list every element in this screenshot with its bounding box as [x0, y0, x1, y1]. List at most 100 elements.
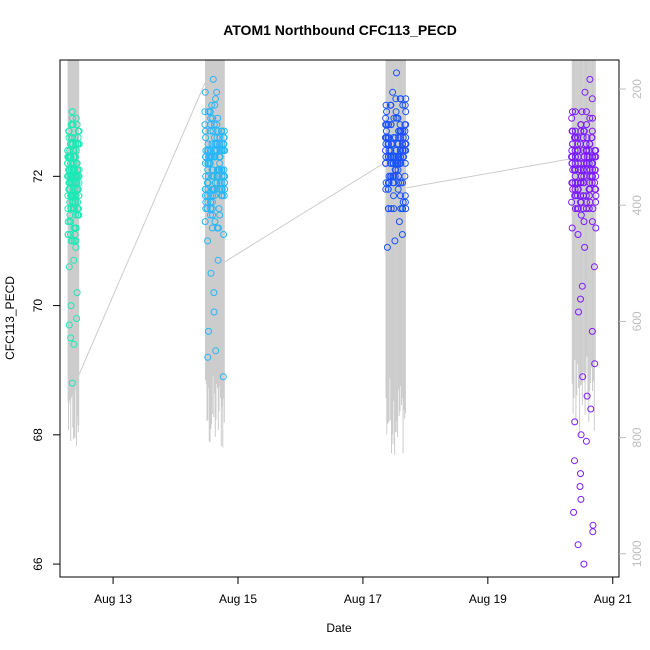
- data-point: [67, 334, 75, 342]
- data-point: [575, 166, 582, 174]
- data-point: [213, 121, 221, 129]
- data-point: [583, 134, 591, 142]
- data-point: [574, 231, 582, 238]
- data-point: [583, 392, 591, 400]
- data-point: [71, 224, 79, 232]
- data-point: [574, 134, 582, 142]
- x-tick-label: Aug 15: [219, 592, 257, 606]
- data-point: [569, 108, 576, 116]
- data-point: [390, 114, 398, 122]
- data-point: [569, 127, 577, 135]
- data-point: [393, 69, 400, 77]
- plot-area: [64, 60, 600, 568]
- data-point: [392, 108, 400, 116]
- data-point: [395, 218, 403, 226]
- data-point: [210, 289, 218, 297]
- data-point: [385, 205, 392, 213]
- data-point: [579, 166, 587, 174]
- data-point: [208, 140, 216, 148]
- data-point: [396, 147, 404, 154]
- data-point: [214, 256, 222, 264]
- data-point: [382, 179, 390, 187]
- data-point: [217, 127, 225, 135]
- data-point: [220, 127, 228, 135]
- data-point: [579, 134, 587, 142]
- data-point: [202, 172, 210, 180]
- data-point: [382, 185, 390, 193]
- data-point: [384, 134, 392, 142]
- data-point: [590, 263, 598, 271]
- data-point: [204, 172, 212, 180]
- data-point: [397, 95, 405, 103]
- data-point: [581, 243, 589, 251]
- data-point: [569, 179, 577, 187]
- data-point: [73, 289, 81, 297]
- data-point: [208, 153, 216, 161]
- data-point: [70, 166, 78, 174]
- data-point: [402, 108, 410, 116]
- data-point: [568, 224, 576, 232]
- data-point: [395, 127, 403, 135]
- x-axis-label: Date: [326, 621, 352, 635]
- data-point: [210, 121, 218, 129]
- altitude-connector-line: [222, 164, 382, 264]
- data-point: [65, 127, 73, 135]
- y-tick-label: 72: [31, 169, 45, 183]
- data-point: [577, 431, 585, 439]
- data-point: [207, 198, 214, 206]
- data-point: [578, 108, 586, 116]
- data-point: [389, 88, 397, 96]
- data-point: [208, 198, 216, 206]
- data-point: [394, 140, 402, 148]
- y-tick-label: 70: [31, 299, 45, 313]
- data-point: [71, 134, 79, 142]
- x-tick-label: Aug 17: [344, 592, 382, 606]
- data-point: [399, 153, 407, 161]
- data-point: [390, 172, 398, 180]
- data-point: [204, 179, 212, 187]
- data-point: [401, 172, 409, 180]
- data-point: [586, 198, 594, 206]
- data-point: [221, 172, 229, 180]
- x-tick-label: Aug 19: [469, 592, 507, 606]
- data-point: [201, 127, 209, 135]
- data-point: [401, 192, 409, 200]
- data-point: [385, 172, 393, 180]
- x-axis: Aug 13 Aug 15 Aug 17 Aug 19 Aug 21: [94, 577, 632, 606]
- data-point: [588, 218, 596, 226]
- data-point: [592, 224, 600, 232]
- data-point: [216, 153, 224, 161]
- data-point: [67, 302, 75, 310]
- data-point: [591, 166, 599, 174]
- data-point: [580, 159, 588, 167]
- data-point: [586, 172, 594, 180]
- data-point: [212, 95, 219, 103]
- data-point: [397, 205, 405, 213]
- x-tick-label: Aug 13: [94, 592, 132, 606]
- data-point: [75, 140, 83, 148]
- data-point: [210, 308, 218, 316]
- data-point: [382, 134, 390, 142]
- data-point: [216, 211, 224, 219]
- data-point: [65, 179, 73, 187]
- data-point: [202, 134, 210, 142]
- data-point: [204, 147, 212, 154]
- data-point: [571, 147, 579, 154]
- data-point: [592, 147, 600, 154]
- data-point: [201, 159, 209, 167]
- data-point: [583, 147, 591, 154]
- data-point: [568, 159, 576, 167]
- data-point: [588, 95, 596, 103]
- data-point: [209, 114, 217, 122]
- data-point: [209, 185, 216, 193]
- data-point: [578, 282, 586, 290]
- data-point: [398, 231, 406, 238]
- data-point: [577, 470, 584, 478]
- data-point: [66, 218, 74, 226]
- data-point: [397, 134, 404, 142]
- data-point: [385, 179, 392, 187]
- data-point: [216, 179, 224, 187]
- data-point: [218, 185, 226, 193]
- data-point: [72, 114, 80, 122]
- data-point: [72, 179, 80, 187]
